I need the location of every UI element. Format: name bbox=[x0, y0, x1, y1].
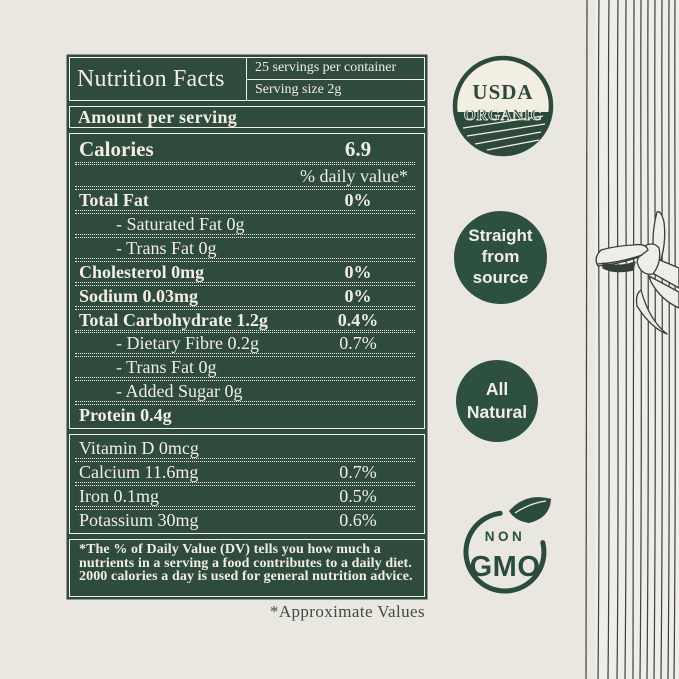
nutrient-row: - Added Sugar 0g bbox=[70, 381, 424, 401]
nutrient-label: Cholesterol 0mg bbox=[79, 261, 205, 282]
field-furrow-lines bbox=[462, 115, 546, 151]
nutrient-row: - Dietary Fibre 0.2g 0.7% bbox=[70, 333, 424, 353]
dotted-divider bbox=[75, 233, 415, 238]
organic-text: ORGANIC bbox=[464, 107, 542, 124]
servings-per-container: 25 servings per container bbox=[247, 58, 424, 80]
nutrient-label: - Trans Fat 0g bbox=[116, 237, 217, 258]
usda-organic-badge: USDA ORGANIC bbox=[452, 55, 554, 157]
badge-line: source bbox=[472, 267, 529, 287]
stalk-lines bbox=[585, 0, 676, 679]
leaf-vein bbox=[514, 500, 547, 514]
plant-stalks-art bbox=[585, 0, 679, 679]
nutrient-label: Protein 0.4g bbox=[79, 405, 172, 426]
straight-from-source-badge: Straight from source bbox=[454, 211, 547, 304]
dotted-divider bbox=[75, 458, 415, 462]
panel-header: Nutrition Facts 25 servings per containe… bbox=[69, 57, 425, 101]
nutrient-row: - Saturated Fat 0g bbox=[70, 214, 424, 234]
serving-size: Serving size 2g bbox=[255, 81, 342, 97]
nutrient-row: Total Carbohydrate 1.2g 0.4% bbox=[70, 310, 424, 330]
calories-value: 6.9 bbox=[344, 137, 372, 162]
nutrient-value: 0.7% bbox=[339, 333, 377, 354]
nutrient-value: 0.4% bbox=[337, 309, 379, 330]
all-natural-badge: All Natural bbox=[456, 360, 538, 442]
dotted-divider bbox=[75, 482, 415, 486]
nutrient-label: - Dietary Fibre 0.2g bbox=[116, 333, 259, 354]
micronutrient-row: Iron 0.1mg 0.5% bbox=[70, 486, 424, 506]
nutrient-value: 0% bbox=[344, 285, 372, 306]
origami-bird-art bbox=[595, 211, 679, 335]
nutrient-row: Protein 0.4g bbox=[70, 405, 424, 425]
dotted-divider bbox=[75, 377, 415, 382]
nutrient-row: Total Fat 0% bbox=[70, 190, 424, 210]
dotted-divider bbox=[75, 305, 415, 310]
micronutrient-row: Vitamin D 0mcg bbox=[70, 438, 424, 458]
dotted-divider bbox=[75, 329, 415, 334]
nutrient-value: 0.6% bbox=[339, 510, 377, 530]
nutrient-label: - Trans Fat 0g bbox=[116, 357, 217, 378]
dotted-divider bbox=[75, 353, 415, 358]
dotted-divider bbox=[75, 186, 415, 191]
dotted-divider bbox=[75, 257, 415, 262]
nutrient-row: - Trans Fat 0g bbox=[70, 357, 424, 377]
nutrient-row: - Trans Fat 0g bbox=[70, 238, 424, 258]
daily-value-header-row: % daily value* bbox=[70, 165, 424, 186]
calories-label: Calories bbox=[79, 137, 154, 162]
nutrient-label: - Added Sugar 0g bbox=[116, 381, 243, 402]
nutrient-label: Total Carbohydrate 1.2g bbox=[79, 309, 268, 330]
amount-per-serving-bar: Amount per serving bbox=[69, 106, 425, 128]
stalk-band bbox=[595, 0, 679, 679]
micronutrient-row: Calcium 11.6mg 0.7% bbox=[70, 462, 424, 482]
leaf-icon bbox=[509, 497, 551, 523]
micronutrient-row: Potassium 30mg 0.6% bbox=[70, 510, 424, 530]
gmo-text: GMO bbox=[470, 551, 541, 583]
usda-text: USDA bbox=[472, 80, 533, 104]
dotted-divider bbox=[75, 210, 415, 214]
nutrient-value: 0.5% bbox=[339, 486, 377, 506]
nutrient-label: Total Fat bbox=[79, 190, 149, 211]
dotted-divider bbox=[75, 401, 415, 406]
dotted-divider bbox=[75, 506, 415, 510]
panel-title: Nutrition Facts bbox=[70, 58, 247, 100]
nutrient-value: 0% bbox=[344, 190, 372, 211]
nutrient-label: Vitamin D 0mcg bbox=[79, 438, 199, 458]
non-text: NON bbox=[485, 529, 526, 544]
nutrient-table: Calories 6.9 % daily value* Total Fat 0%… bbox=[69, 133, 425, 429]
nutrient-value: 0% bbox=[344, 261, 372, 282]
badge-line: from bbox=[481, 247, 520, 267]
nutrient-label: - Saturated Fat 0g bbox=[116, 213, 245, 234]
dotted-divider bbox=[75, 281, 415, 286]
non-gmo-badge: NON GMO bbox=[463, 497, 551, 594]
dotted-divider bbox=[75, 161, 415, 166]
serving-info: 25 servings per container Serving size 2… bbox=[247, 58, 424, 100]
daily-value-footnote: *The % of Daily Value (DV) tells you how… bbox=[69, 539, 425, 597]
daily-value-header: % daily value* bbox=[300, 165, 408, 186]
nutrient-label: Iron 0.1mg bbox=[79, 486, 159, 506]
badge-line: Natural bbox=[466, 402, 528, 422]
calories-row: Calories 6.9 bbox=[70, 137, 424, 162]
nutrition-facts-panel: Nutrition Facts 25 servings per containe… bbox=[69, 57, 425, 597]
badge-line: Straight bbox=[468, 226, 533, 246]
nutrient-label: Potassium 30mg bbox=[79, 510, 199, 530]
micronutrient-table: Vitamin D 0mcg Calcium 11.6mg 0.7% Iron … bbox=[69, 434, 425, 534]
nutrient-label: Sodium 0.03mg bbox=[79, 285, 199, 306]
nutrient-row: Sodium 0.03mg 0% bbox=[70, 286, 424, 306]
open-ring bbox=[463, 510, 547, 594]
approximate-values-note: *Approximate Values bbox=[269, 602, 425, 621]
badge-line: All bbox=[485, 379, 509, 400]
nutrient-value: 0.7% bbox=[339, 462, 377, 482]
nutrient-label: Calcium 11.6mg bbox=[79, 462, 199, 482]
nutrient-row: Cholesterol 0mg 0% bbox=[70, 262, 424, 282]
